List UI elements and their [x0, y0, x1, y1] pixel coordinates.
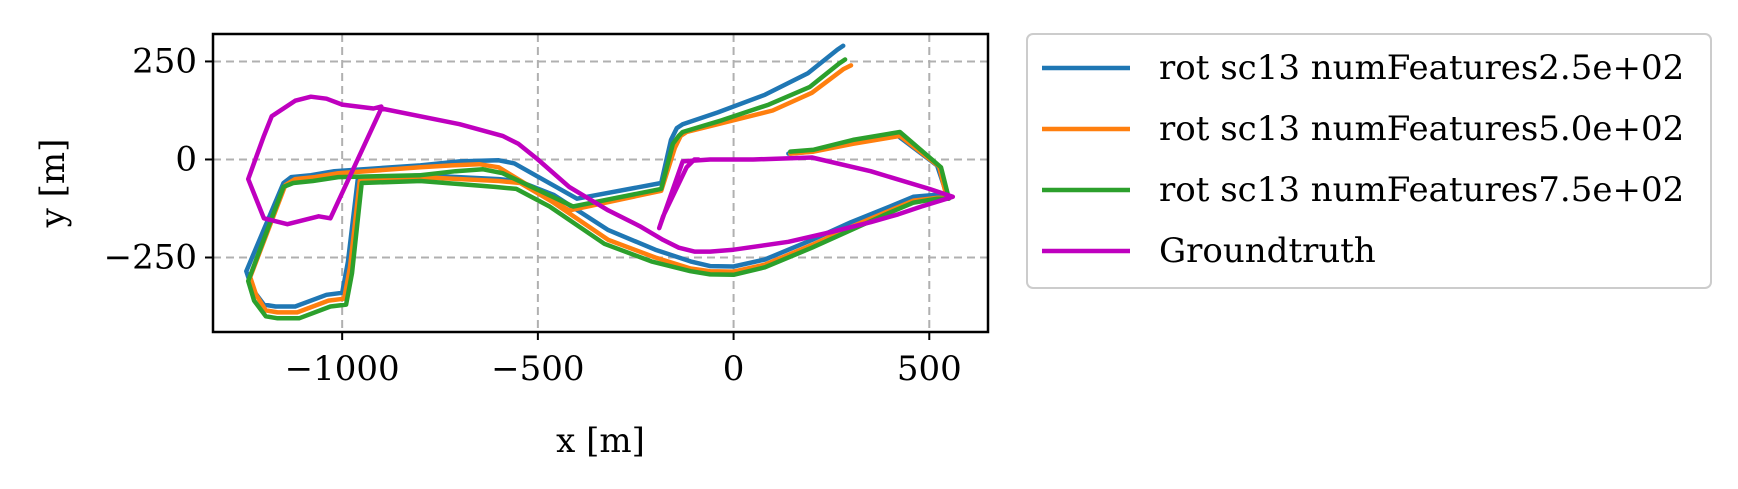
legend-label: rot sc13 numFeatures7.5e+02: [1159, 170, 1684, 210]
y-axis-label: y [m]: [33, 139, 73, 229]
legend-label: rot sc13 numFeatures5.0e+02: [1159, 109, 1684, 149]
plot-background: [213, 34, 988, 332]
y-tick-label: −250: [104, 238, 197, 278]
axes-frame: [211, 32, 990, 334]
y-tick-label: 250: [132, 41, 197, 81]
ticks: −1000 −500 0 500 −250 0 250: [104, 41, 962, 389]
series-layer: [244, 43, 956, 321]
x-tick-label: −500: [491, 349, 584, 389]
x-tick-label: 0: [723, 349, 745, 389]
series-line-3: [245, 57, 952, 321]
plot-area: [213, 34, 988, 332]
series-line-4: [245, 94, 956, 254]
x-tick-label: −1000: [285, 349, 400, 389]
legend: rot sc13 numFeatures2.5e+02 rot sc13 numF…: [1026, 33, 1712, 289]
axes-border: [211, 32, 990, 334]
x-axis-label: x [m]: [556, 421, 645, 461]
legend-label: rot sc13 numFeatures2.5e+02: [1159, 48, 1684, 88]
y-tick-label: 0: [175, 139, 197, 179]
x-tick-label: 500: [897, 349, 962, 389]
legend-box: [1026, 33, 1712, 289]
legend-label: Groundtruth: [1159, 231, 1376, 271]
